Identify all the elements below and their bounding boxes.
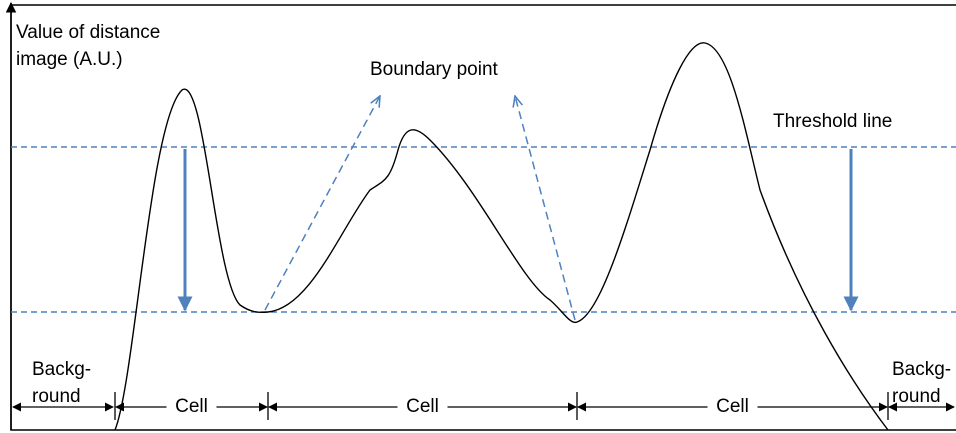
annotation: Threshold line — [773, 111, 892, 132]
axis-label: image (A.U.) — [16, 49, 123, 70]
distance-curve — [114, 42, 889, 431]
axis-label: Value of distance — [16, 22, 160, 43]
segment-label: Cell — [175, 396, 208, 417]
segment-label: Cell — [716, 396, 749, 417]
annotation: Boundary point — [370, 59, 499, 80]
segment-label: Backg- — [32, 359, 91, 380]
boundary-arrow — [264, 96, 380, 311]
segment-label: round — [32, 386, 81, 407]
segment-label: round — [892, 386, 941, 407]
segment-label: Cell — [406, 396, 439, 417]
boundary-arrow — [515, 96, 576, 321]
segments: Backg-round Cell Cell Cell Backg-round — [12, 359, 955, 420]
segment-label: Backg- — [892, 359, 951, 380]
